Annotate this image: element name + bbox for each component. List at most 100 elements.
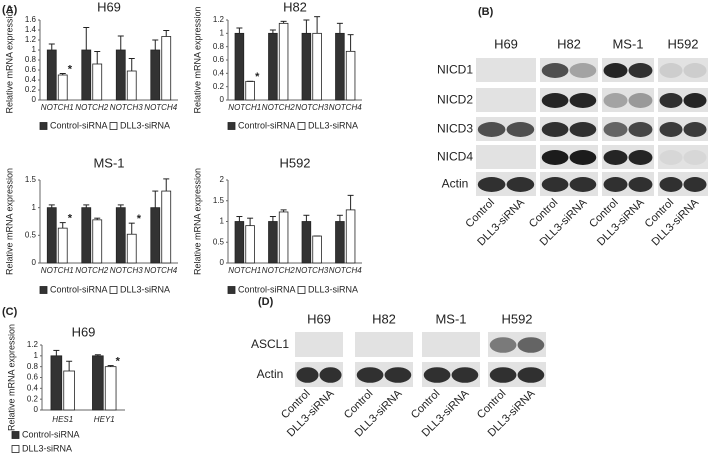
y-tick-label: 1.2: [27, 340, 39, 349]
blot-band: [683, 177, 707, 192]
bar: [57, 74, 68, 101]
cell-line-label: MS-1: [435, 311, 466, 326]
cell-line-label: H592: [501, 311, 532, 326]
x-tick-label: NOTCH3: [295, 266, 328, 275]
legend-swatch: [39, 122, 48, 130]
blot-band: [541, 122, 569, 137]
bar: [234, 221, 245, 264]
significance-mark: *: [255, 71, 260, 83]
panel-label: (B): [478, 6, 494, 18]
legend-label: DLL3-siRNA: [120, 120, 170, 130]
blot-band: [628, 63, 653, 78]
y-axis-label: Relative mRNA expression: [6, 324, 16, 431]
y-tick-label: 0.4: [25, 75, 37, 84]
bar: [150, 207, 161, 264]
blot-band: [569, 93, 597, 108]
blot-band: [659, 122, 683, 137]
bar: [335, 221, 345, 264]
x-tick-label: NOTCH1: [228, 103, 261, 112]
bar: [345, 50, 356, 101]
y-tick-label: 1: [32, 45, 37, 54]
y-tick-label: 0: [220, 95, 225, 104]
cell-line-label: H69: [307, 311, 331, 326]
cell-line-label: MS-1: [612, 36, 643, 51]
blot-band: [603, 150, 628, 165]
blot-band: [569, 122, 597, 137]
bar: [81, 49, 92, 101]
row-label: NICD1: [437, 63, 473, 77]
legend-label: DLL3-siRNA: [22, 443, 72, 453]
blot-band: [628, 150, 653, 165]
significance-mark: *: [116, 355, 121, 367]
bar: [234, 32, 245, 101]
y-tick-label: 0: [32, 95, 37, 104]
legend-swatch: [227, 122, 236, 130]
blot-band: [506, 177, 535, 192]
legend-swatch: [11, 445, 20, 453]
x-tick-label: NOTCH1: [41, 266, 74, 275]
y-axis-label: Relative mRNA expression: [192, 6, 202, 113]
bar: [126, 70, 137, 101]
bar: [312, 32, 322, 101]
blot-band: [517, 367, 545, 383]
bar: [150, 49, 161, 101]
y-tick-label: 0: [34, 405, 39, 414]
bar: [268, 221, 278, 264]
y-tick-label: 0.2: [27, 394, 39, 403]
blot-band: [489, 337, 517, 353]
cell-line-label: H69: [494, 36, 518, 51]
blot-strip: [476, 88, 536, 112]
legend-swatch: [109, 286, 118, 294]
legend-label: DLL3-siRNA: [308, 284, 358, 294]
blot-band: [541, 177, 569, 192]
bar: [161, 190, 172, 264]
y-tick-label: 0: [220, 258, 225, 267]
blot-band: [489, 367, 517, 383]
row-label: NICD2: [437, 93, 473, 107]
blot-strip: [658, 145, 708, 169]
bar: [63, 370, 75, 411]
bar: [312, 235, 322, 264]
legend-label: Control-siRNA: [238, 284, 296, 294]
legend-swatch: [11, 431, 20, 439]
y-axis-label: Relative mRNA expression: [4, 168, 14, 275]
x-tick-label: NOTCH2: [262, 103, 295, 112]
legend-label: DLL3-siRNA: [308, 120, 358, 130]
legend-label: Control-siRNA: [50, 120, 108, 130]
legend-swatch: [227, 286, 236, 294]
blot-strip: [476, 145, 536, 169]
blot-band: [628, 93, 653, 108]
significance-mark: *: [68, 213, 73, 225]
legend-swatch: [39, 286, 48, 294]
significance-mark: *: [68, 63, 73, 75]
blot-band: [517, 337, 545, 353]
bar: [345, 209, 356, 264]
chart-title: MS-1: [93, 155, 124, 170]
bar: [301, 221, 312, 264]
y-tick-label: 0.8: [27, 362, 39, 371]
panel-label: (D): [258, 296, 274, 308]
bar: [126, 233, 137, 264]
bar: [115, 49, 126, 101]
blot-band: [683, 93, 707, 108]
x-tick-label: NOTCH3: [295, 103, 328, 112]
blot-band: [603, 63, 628, 78]
blot-band: [296, 367, 319, 383]
legend-swatch: [297, 286, 306, 294]
blot-band: [569, 150, 597, 165]
row-label: Actin: [442, 177, 469, 191]
blot-band: [356, 367, 384, 383]
panel-label: (A): [2, 4, 18, 16]
bar: [278, 22, 289, 101]
blot-band: [384, 367, 412, 383]
bar: [161, 36, 172, 101]
cell-line-label: H592: [667, 36, 698, 51]
blot-band: [451, 367, 479, 383]
y-tick-label: 0.8: [25, 55, 37, 64]
blot-strip: [658, 58, 708, 82]
x-tick-label: NOTCH4: [144, 103, 177, 112]
blot-band: [659, 63, 683, 78]
blot-strip: [355, 332, 413, 357]
blot-band: [541, 63, 569, 78]
x-tick-label: NOTCH3: [110, 266, 143, 275]
